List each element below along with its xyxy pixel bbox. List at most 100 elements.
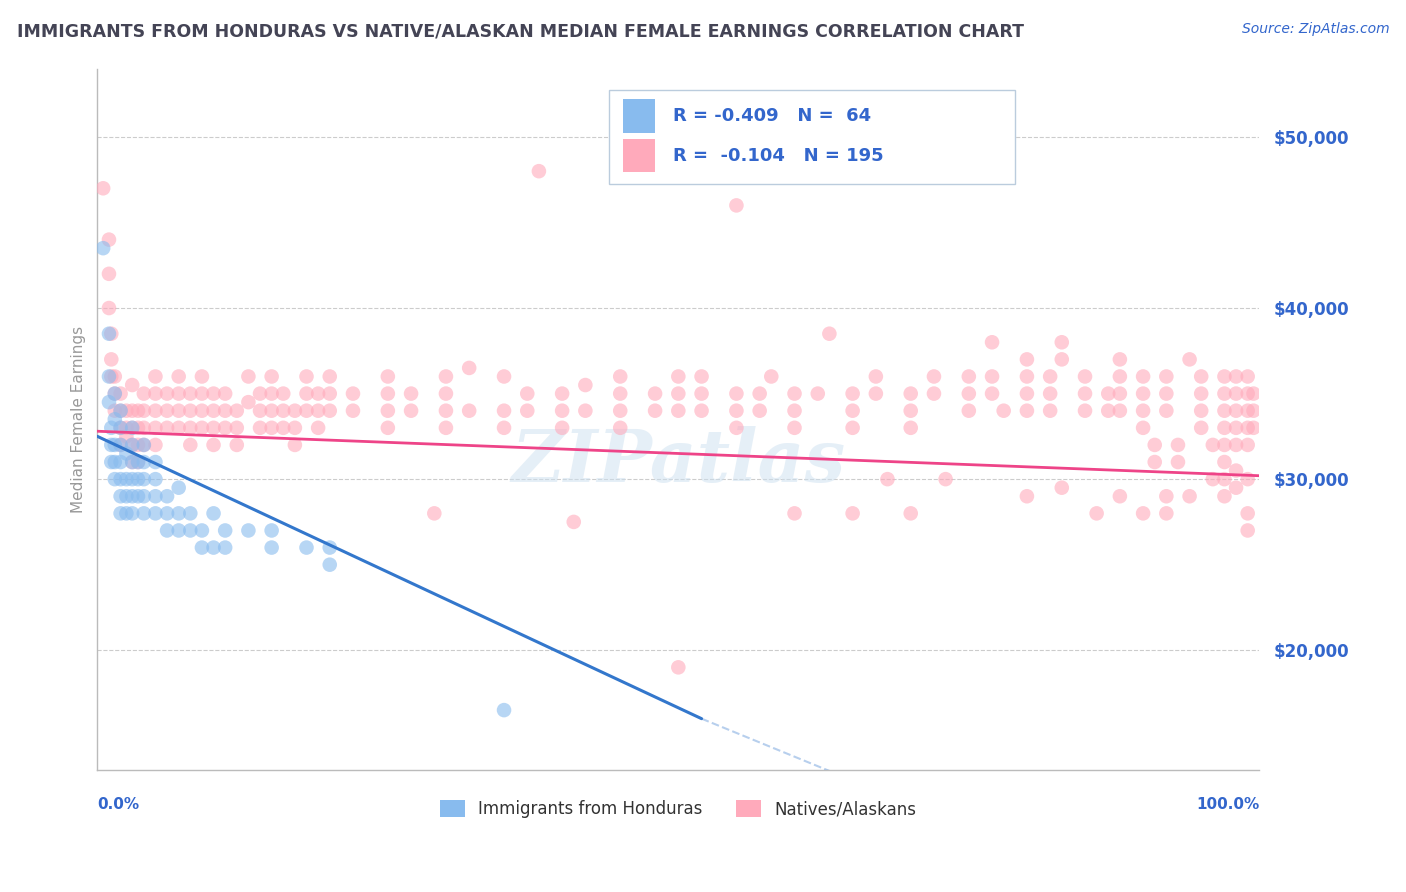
Point [1097, 403, 1119, 417]
Point [179, 524, 201, 538]
Point [1236, 386, 1258, 401]
Point [1243, 421, 1265, 435]
Point [132, 472, 155, 486]
Point [725, 386, 748, 401]
Point [191, 541, 214, 555]
Point [115, 472, 138, 486]
Point [876, 472, 898, 486]
Point [1189, 386, 1212, 401]
Point [260, 541, 283, 555]
Point [1050, 352, 1073, 367]
Point [900, 386, 922, 401]
Point [841, 507, 863, 521]
Point [100, 438, 122, 452]
Legend: Immigrants from Honduras, Natives/Alaskans: Immigrants from Honduras, Natives/Alaska… [433, 793, 924, 825]
Point [104, 438, 127, 452]
Point [644, 386, 666, 401]
Point [145, 369, 167, 384]
Point [1108, 352, 1130, 367]
Point [271, 403, 294, 417]
Point [807, 386, 830, 401]
Point [110, 472, 132, 486]
Point [271, 386, 294, 401]
Text: 0.0%: 0.0% [97, 797, 139, 812]
Point [1213, 472, 1236, 486]
Point [127, 438, 149, 452]
Point [981, 386, 1004, 401]
Point [1225, 464, 1247, 478]
Point [104, 455, 127, 469]
Point [110, 455, 132, 469]
Text: R = -0.409   N =  64: R = -0.409 N = 64 [672, 107, 870, 125]
Point [156, 507, 179, 521]
Point [132, 489, 155, 503]
Point [98, 233, 121, 247]
Point [377, 386, 399, 401]
Point [922, 369, 945, 384]
Point [666, 386, 689, 401]
Point [110, 489, 132, 503]
Point [1225, 438, 1247, 452]
Point [900, 507, 922, 521]
Point [1039, 369, 1062, 384]
Point [1097, 386, 1119, 401]
Point [179, 421, 201, 435]
Point [104, 412, 127, 426]
Point [492, 369, 515, 384]
Y-axis label: Median Female Earnings: Median Female Earnings [72, 326, 86, 513]
Point [249, 386, 271, 401]
Point [98, 326, 121, 341]
Point [307, 386, 329, 401]
Point [423, 507, 446, 521]
Point [492, 421, 515, 435]
Point [783, 386, 806, 401]
Point [127, 489, 149, 503]
Point [115, 489, 138, 503]
Point [377, 369, 399, 384]
Point [110, 507, 132, 521]
Point [179, 386, 201, 401]
Point [132, 507, 155, 521]
Point [98, 369, 121, 384]
Point [145, 489, 167, 503]
Point [609, 403, 631, 417]
Point [295, 541, 318, 555]
Point [1202, 472, 1225, 486]
Point [104, 386, 127, 401]
Point [214, 386, 236, 401]
Point [725, 198, 748, 212]
Point [214, 524, 236, 538]
Point [167, 386, 190, 401]
Point [100, 455, 122, 469]
Point [609, 421, 631, 435]
Point [1050, 481, 1073, 495]
Point [1156, 403, 1178, 417]
Point [214, 403, 236, 417]
Point [1108, 403, 1130, 417]
Point [104, 369, 127, 384]
Text: 100.0%: 100.0% [1197, 797, 1260, 812]
Point [1015, 386, 1038, 401]
Point [1236, 524, 1258, 538]
Point [981, 335, 1004, 350]
Point [167, 421, 190, 435]
Point [156, 386, 179, 401]
Point [935, 472, 957, 486]
Point [156, 403, 179, 417]
Point [127, 421, 149, 435]
Point [1015, 403, 1038, 417]
Point [225, 438, 247, 452]
Point [104, 386, 127, 401]
Point [121, 378, 143, 392]
Point [121, 421, 143, 435]
Point [1236, 507, 1258, 521]
Point [191, 421, 214, 435]
Point [1132, 369, 1154, 384]
Point [145, 421, 167, 435]
Point [783, 403, 806, 417]
Point [295, 369, 318, 384]
Point [981, 369, 1004, 384]
Point [121, 403, 143, 417]
Point [1132, 507, 1154, 521]
Point [260, 386, 283, 401]
